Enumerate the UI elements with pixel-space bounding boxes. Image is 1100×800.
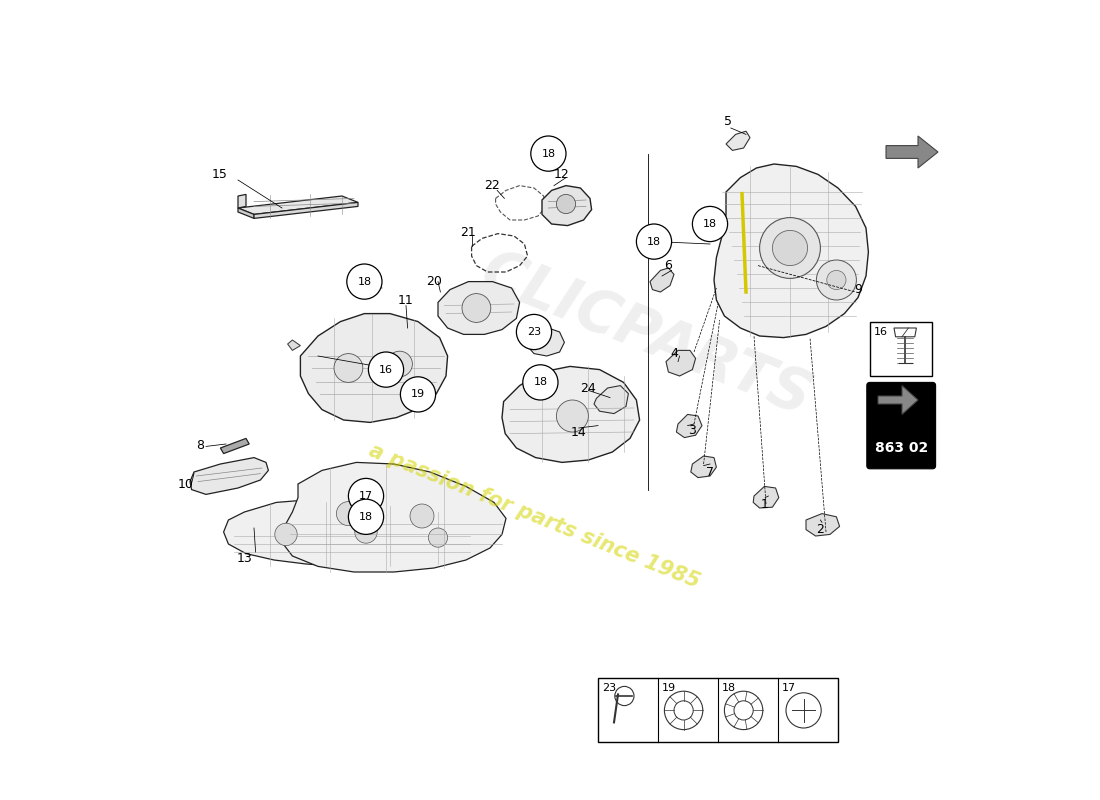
Polygon shape (238, 208, 254, 218)
Polygon shape (714, 164, 868, 338)
Circle shape (522, 365, 558, 400)
Circle shape (337, 502, 361, 526)
Circle shape (637, 224, 672, 259)
Text: 20: 20 (426, 275, 442, 288)
Text: 18: 18 (359, 512, 373, 522)
Polygon shape (282, 462, 506, 572)
Text: 8: 8 (197, 439, 205, 452)
Text: 23: 23 (527, 327, 541, 337)
Polygon shape (726, 131, 750, 150)
Circle shape (346, 264, 382, 299)
Text: 18: 18 (358, 277, 372, 286)
Text: 5: 5 (724, 115, 732, 128)
Circle shape (760, 218, 821, 278)
Text: 3: 3 (689, 424, 696, 437)
Text: 16: 16 (379, 365, 393, 374)
Polygon shape (502, 366, 639, 462)
Polygon shape (190, 458, 268, 494)
Text: 17: 17 (782, 683, 796, 693)
Text: 23: 23 (602, 683, 616, 693)
Text: 18: 18 (703, 219, 717, 229)
Circle shape (400, 377, 436, 412)
Polygon shape (287, 340, 300, 350)
FancyBboxPatch shape (867, 382, 936, 469)
Circle shape (355, 521, 377, 543)
Polygon shape (806, 514, 839, 536)
FancyBboxPatch shape (598, 678, 838, 742)
Polygon shape (594, 386, 628, 414)
Polygon shape (666, 350, 695, 376)
Circle shape (410, 504, 435, 528)
Text: 18: 18 (534, 378, 548, 387)
Polygon shape (691, 456, 716, 478)
Polygon shape (542, 186, 592, 226)
Text: 18: 18 (541, 149, 556, 158)
Text: 21: 21 (461, 226, 476, 238)
Polygon shape (676, 414, 702, 438)
Polygon shape (754, 486, 779, 508)
FancyBboxPatch shape (870, 322, 933, 376)
Circle shape (334, 354, 363, 382)
Text: CLICPARTS: CLICPARTS (472, 244, 820, 428)
Text: 17: 17 (359, 491, 373, 501)
Circle shape (557, 194, 575, 214)
Circle shape (557, 400, 588, 432)
Polygon shape (438, 282, 519, 334)
Text: 24: 24 (581, 382, 596, 394)
Circle shape (772, 230, 807, 266)
Text: 863 02: 863 02 (874, 441, 927, 455)
Polygon shape (878, 386, 918, 414)
Polygon shape (220, 438, 250, 454)
Text: 16: 16 (874, 327, 888, 338)
Circle shape (816, 260, 857, 300)
Circle shape (368, 352, 404, 387)
Text: 15: 15 (211, 168, 228, 181)
Polygon shape (254, 202, 358, 218)
Text: 10: 10 (178, 478, 194, 490)
Text: 4: 4 (670, 347, 678, 360)
Text: 19: 19 (662, 683, 676, 693)
Circle shape (428, 528, 448, 547)
Text: 7: 7 (706, 466, 714, 478)
Text: 1: 1 (760, 498, 768, 510)
Circle shape (387, 351, 412, 377)
Text: 22: 22 (484, 179, 500, 192)
Text: 14: 14 (571, 426, 586, 438)
Circle shape (349, 478, 384, 514)
Text: 6: 6 (664, 259, 672, 272)
Circle shape (349, 499, 384, 534)
Circle shape (531, 136, 566, 171)
Circle shape (275, 523, 297, 546)
Text: 9: 9 (854, 283, 862, 296)
Polygon shape (886, 136, 938, 168)
Text: a passion for parts since 1985: a passion for parts since 1985 (365, 440, 702, 592)
Text: 12: 12 (554, 168, 570, 181)
Circle shape (462, 294, 491, 322)
Polygon shape (300, 314, 448, 422)
Text: 13: 13 (236, 552, 252, 565)
Text: 11: 11 (398, 294, 414, 306)
Polygon shape (223, 499, 476, 566)
Text: 19: 19 (411, 390, 425, 399)
Polygon shape (528, 328, 564, 356)
Polygon shape (650, 268, 674, 292)
Polygon shape (238, 196, 358, 214)
Text: 18: 18 (647, 237, 661, 246)
Polygon shape (238, 194, 246, 208)
Circle shape (516, 314, 551, 350)
Text: 18: 18 (722, 683, 736, 693)
Text: 2: 2 (816, 523, 824, 536)
Polygon shape (396, 326, 437, 342)
Circle shape (827, 270, 846, 290)
Circle shape (692, 206, 727, 242)
